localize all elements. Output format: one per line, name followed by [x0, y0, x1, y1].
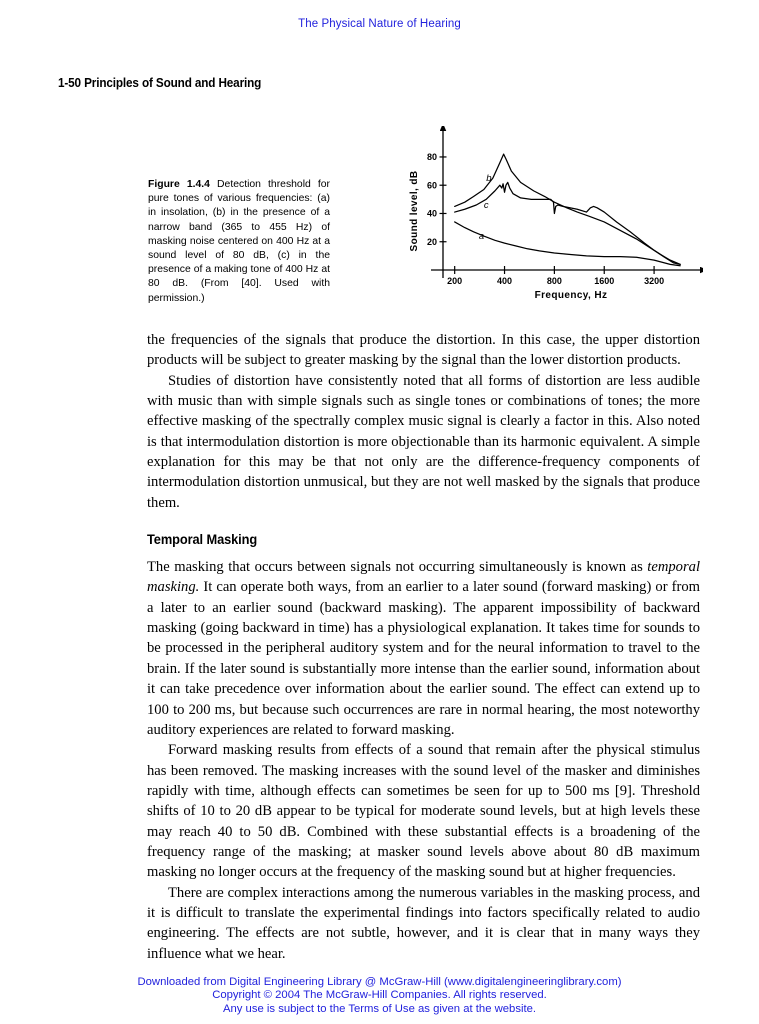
figure-1-4-4: Figure 1.4.4 Detection threshold for pur…: [58, 123, 708, 308]
paragraph-3-italic-term: temporal masking.: [147, 559, 700, 596]
x-axis-title: Frequency, Hz: [535, 290, 608, 301]
chart-curve-labels: a b c: [479, 173, 492, 242]
svg-text:80: 80: [427, 152, 437, 162]
curve-label-b: b: [486, 173, 491, 184]
chart-axes: 20 40 60 80 200 400 800 1600 3200: [427, 123, 708, 286]
svg-text:200: 200: [447, 276, 462, 286]
paragraph-3-part-a: The masking that occurs between signals …: [147, 559, 648, 576]
figure-caption-text: Detection threshold for pure tones of va…: [148, 179, 330, 304]
svg-text:20: 20: [427, 237, 437, 247]
paragraph-3-part-b: It can operate both ways, from an earlie…: [147, 579, 700, 738]
footer-line-copyright: Copyright © 2004 The McGraw-Hill Compani…: [212, 989, 547, 1001]
page-header: 1-50 Principles of Sound and Hearing: [58, 76, 262, 90]
svg-text:400: 400: [497, 276, 512, 286]
masking-threshold-chart: 20 40 60 80 200 400 800 1600 3200 a b c Frequency,…: [409, 123, 708, 301]
svg-text:800: 800: [547, 276, 562, 286]
curve-c: [454, 181, 681, 265]
paragraph-4: Forward masking results from effects of …: [147, 742, 700, 881]
footer: Downloaded from Digital Engineering Libr…: [0, 976, 759, 1017]
paragraph-5: There are complex interactions among the…: [147, 884, 700, 962]
svg-text:40: 40: [427, 209, 437, 219]
curve-a: [454, 221, 681, 267]
figure-chart: 20 40 60 80 200 400 800 1600 3200 a b c Frequency,…: [403, 123, 708, 306]
paragraph-2: Studies of distortion have consistently …: [147, 372, 700, 511]
svg-text:1600: 1600: [594, 276, 614, 286]
curve-label-c: c: [484, 200, 489, 211]
paragraph-1: the frequencies of the signals that prod…: [147, 332, 700, 369]
figure-caption-label: Figure 1.4.4: [148, 179, 210, 190]
svg-text:3200: 3200: [644, 276, 664, 286]
paragraph-3: The masking that occurs between signals …: [147, 557, 700, 740]
running-head: The Physical Nature of Hearing: [298, 18, 461, 30]
section-heading-temporal-masking: Temporal Masking: [147, 532, 258, 548]
body-column: the frequencies of the signals that prod…: [147, 330, 700, 964]
curve-label-a: a: [479, 231, 484, 242]
chart-curves: [454, 153, 681, 267]
figure-caption: Figure 1.4.4 Detection threshold for pur…: [148, 178, 330, 306]
y-axis-title: Sound level, dB: [409, 170, 420, 251]
svg-text:60: 60: [427, 180, 437, 190]
footer-line-terms: Any use is subject to the Terms of Use a…: [222, 1002, 537, 1015]
curve-b: [454, 153, 681, 265]
footer-line-download: Downloaded from Digital Engineering Libr…: [137, 975, 622, 988]
